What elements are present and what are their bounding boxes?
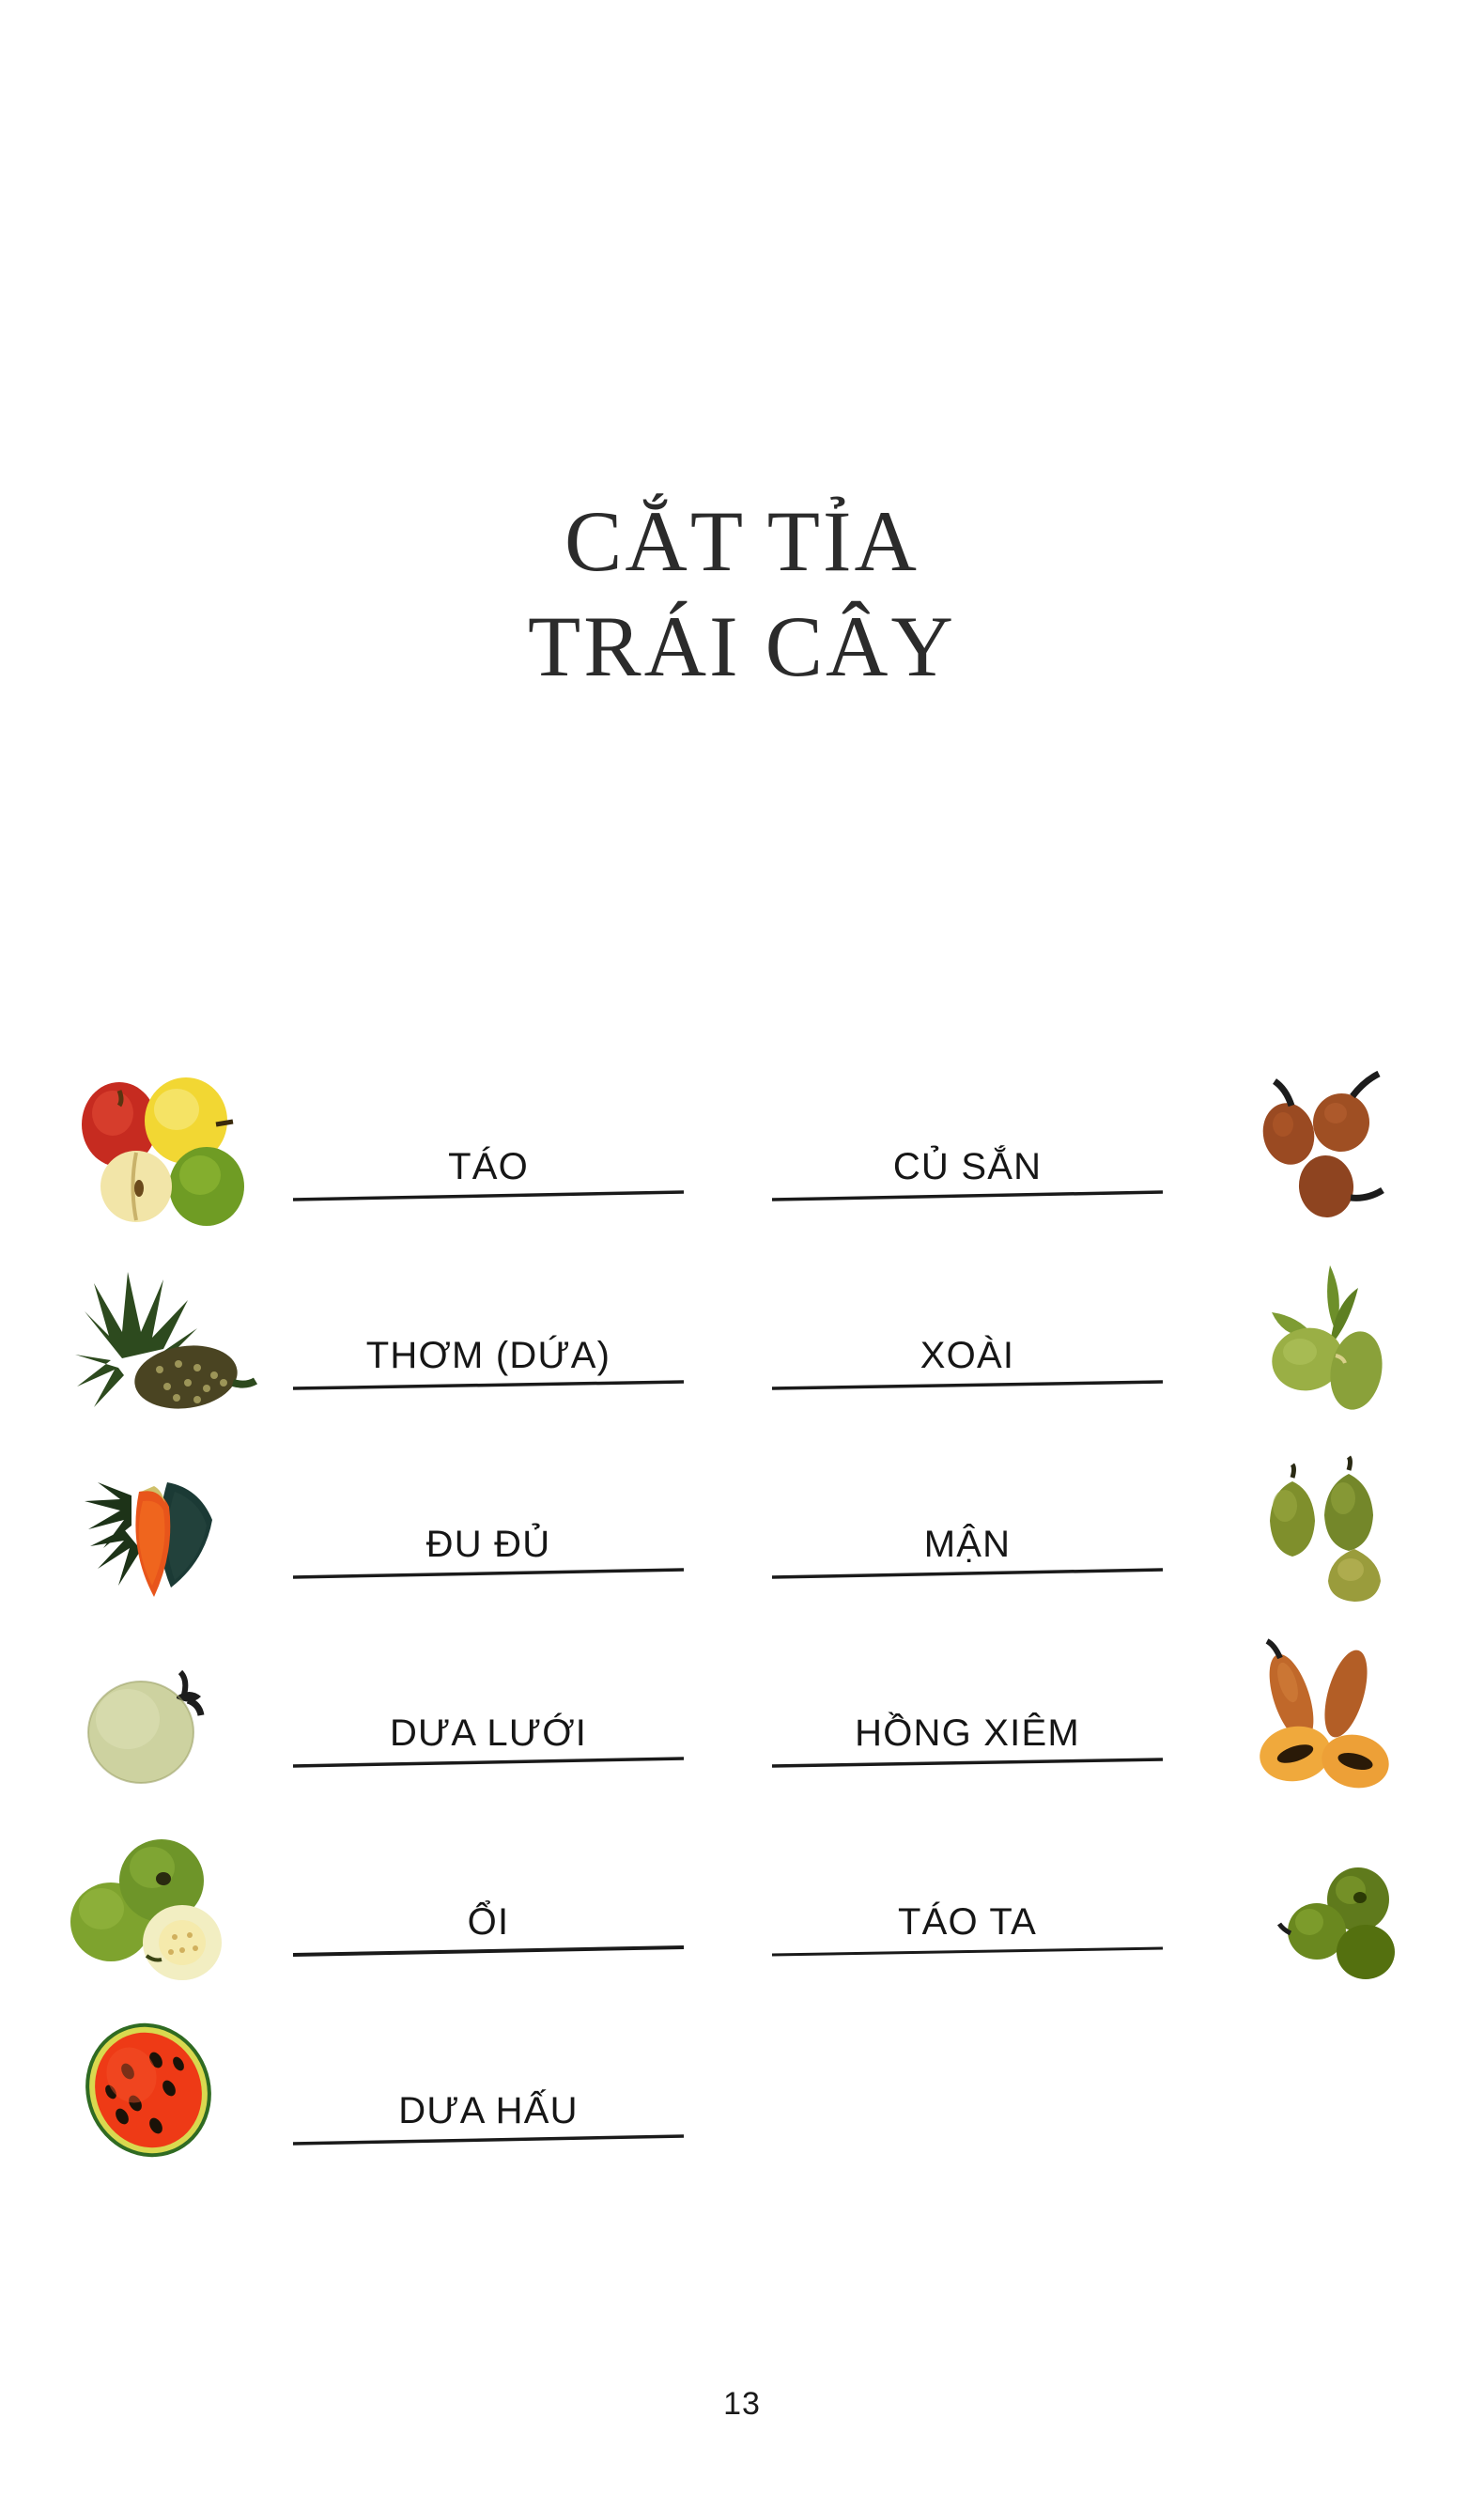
apples-photo [66,1066,254,1226]
entry-row: THƠM (DỨA) XOÀI [0,1232,1484,1420]
entry-right[interactable]: CỦ SẮN [751,1043,1446,1232]
entry-left[interactable]: DƯA LƯỚI [38,1609,714,1798]
entry-left[interactable]: ĐU ĐỦ [38,1420,714,1609]
entry-left[interactable]: TÁO [38,1043,714,1232]
pineapple-photo [66,1246,263,1415]
label-unit[interactable]: TÁO TA [770,1872,1165,1959]
green-mangoes-photo [1240,1250,1418,1415]
answer-rule [770,1379,1165,1390]
fruit-label: DƯA LƯỚI [389,1712,588,1754]
answer-rule [291,1757,686,1768]
entry-row: ĐU ĐỦ MẬN [0,1420,1484,1609]
entry-left[interactable]: ỔI [38,1798,714,1987]
page-number: 13 [723,2386,761,2422]
watermelon-photo [66,2006,240,2170]
fruit-label: XOÀI [920,1335,1015,1376]
label-unit[interactable]: ỔI [291,1872,686,1959]
label-unit[interactable]: ĐU ĐỦ [291,1495,686,1581]
answer-rule [770,1568,1165,1579]
label-unit[interactable]: CỦ SẮN [770,1117,1165,1203]
answer-rule [770,1757,1165,1768]
answer-rule [291,1379,686,1390]
entry-row: DƯA HẤU [0,1987,1484,2176]
label-unit[interactable]: DƯA HẤU [291,2061,686,2147]
entry-right[interactable]: HỒNG XIÊM [751,1609,1446,1798]
sapodilla-photo [1235,1637,1418,1792]
entry-row: TÁO CỦ SẮN [0,1043,1484,1232]
label-unit[interactable]: THƠM (DỨA) [291,1306,686,1392]
label-unit[interactable]: XOÀI [770,1306,1165,1392]
melon-photo [66,1642,235,1792]
fruit-label: DƯA HẤU [398,2090,579,2131]
fruit-label: CỦ SẮN [892,1146,1043,1187]
answer-rule [770,1190,1165,1201]
entry-row: ỔI TÁO TA [0,1798,1484,1987]
answer-rule [291,1568,686,1579]
label-unit[interactable]: HỒNG XIÊM [770,1683,1165,1770]
green-plums-photo [1249,1444,1418,1604]
entry-right[interactable]: XOÀI [751,1232,1446,1420]
papaya-photo [66,1439,263,1604]
fruit-label: MẬN [923,1524,1012,1565]
fruit-label: THƠM (DỨA) [365,1335,611,1376]
fruit-label: TÁO TA [898,1901,1037,1943]
jicama-roots-photo [1240,1066,1418,1226]
page-title: CẮT TỈA TRÁI CÂY [0,488,1484,699]
answer-rule [291,2134,686,2146]
entry-left[interactable]: THƠM (DỨA) [38,1232,714,1420]
title-line-1: CẮT TỈA [564,493,920,589]
label-unit[interactable]: DƯA LƯỚI [291,1683,686,1770]
fruit-label: ĐU ĐỦ [425,1524,551,1565]
guava-photo [66,1817,254,1981]
fruit-label: HỒNG XIÊM [855,1712,1080,1754]
answer-rule [770,1945,1165,1957]
entry-right[interactable]: MẬN [751,1420,1446,1609]
title-line-2: TRÁI CÂY [528,598,956,695]
fruit-entry-list: TÁO CỦ SẮN [0,1043,1484,2176]
entry-right-empty [751,1987,1446,2176]
label-unit[interactable]: TÁO [291,1117,686,1203]
jujube-photo [1277,1854,1418,1981]
fruit-label: TÁO [448,1146,529,1187]
fruit-label: ỔI [467,1901,510,1943]
entry-left[interactable]: DƯA HẤU [38,1987,714,2176]
entry-right[interactable]: TÁO TA [751,1798,1446,1987]
entry-row: DƯA LƯỚI HỒNG XIÊM [0,1609,1484,1798]
answer-rule [291,1190,686,1201]
answer-rule [291,1945,686,1957]
label-unit[interactable]: MẬN [770,1495,1165,1581]
